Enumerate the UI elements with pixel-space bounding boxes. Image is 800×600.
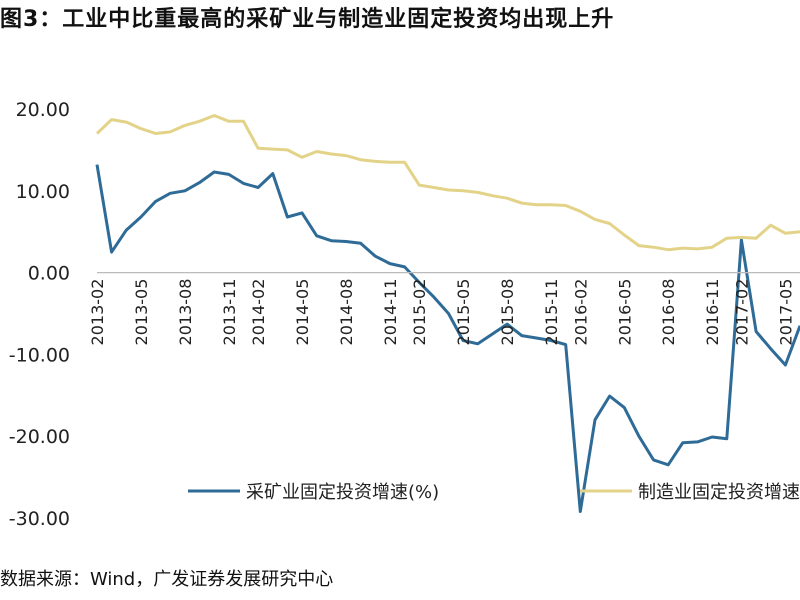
x-tick-label: 2013-08 bbox=[176, 279, 195, 346]
chart-title: 图3：工业中比重最高的采矿业与制造业固定投资均出现上升 bbox=[0, 7, 615, 32]
x-tick-label: 2016-02 bbox=[571, 279, 590, 346]
x-tick-label: 2014-08 bbox=[337, 279, 356, 346]
source-note: 数据来源：Wind，广发证券发展研究中心 bbox=[0, 569, 334, 590]
x-tick-label: 2017-02 bbox=[732, 279, 751, 346]
legend: 采矿业固定投资增速(%) 制造业固定投资增速 bbox=[188, 482, 800, 503]
y-axis-tick-labels: 20.00 10.00 0.00 -10.00 -20.00 -30.00 bbox=[9, 99, 70, 530]
x-tick-label: 2015-05 bbox=[454, 279, 473, 346]
legend-mining-label: 采矿业固定投资增速(%) bbox=[246, 482, 439, 503]
x-tick-label: 2016-11 bbox=[703, 279, 722, 346]
y-tick-label: -20.00 bbox=[9, 426, 70, 448]
y-tick-label: 10.00 bbox=[16, 181, 70, 203]
series-line-mining bbox=[95, 164, 800, 513]
x-tick-label: 2016-08 bbox=[659, 279, 678, 346]
x-tick-label: 2017-05 bbox=[776, 279, 795, 346]
x-tick-label: 2013-11 bbox=[220, 279, 239, 346]
x-tick-label: 2015-02 bbox=[410, 279, 429, 346]
x-tick-label: 2014-11 bbox=[381, 279, 400, 346]
x-tick-label: 2013-05 bbox=[132, 279, 151, 346]
x-tick-label: 2015-11 bbox=[542, 279, 561, 346]
series-lines bbox=[95, 114, 800, 513]
x-tick-label: 2016-05 bbox=[615, 279, 634, 346]
series-line-manufacturing bbox=[95, 114, 800, 252]
x-tick-label: 2014-02 bbox=[249, 279, 268, 346]
x-tick-label: 2015-08 bbox=[498, 279, 517, 346]
legend-manufacturing-label: 制造业固定投资增速 bbox=[638, 482, 800, 503]
x-tick-label: 2014-05 bbox=[293, 279, 312, 346]
x-axis-tick-labels: 2013-02 2013-05 2013-08 2013-11 2014-02 2014-… bbox=[88, 279, 795, 346]
y-tick-label: 20.00 bbox=[16, 99, 70, 121]
line-chart: 20.00 10.00 0.00 -10.00 -20.00 -30.00 2013-02… bbox=[9, 99, 800, 530]
y-tick-label: -10.00 bbox=[9, 344, 70, 366]
y-tick-label: -30.00 bbox=[9, 508, 70, 530]
x-tick-label: 2013-02 bbox=[88, 279, 107, 346]
y-tick-label: 0.00 bbox=[28, 263, 70, 285]
